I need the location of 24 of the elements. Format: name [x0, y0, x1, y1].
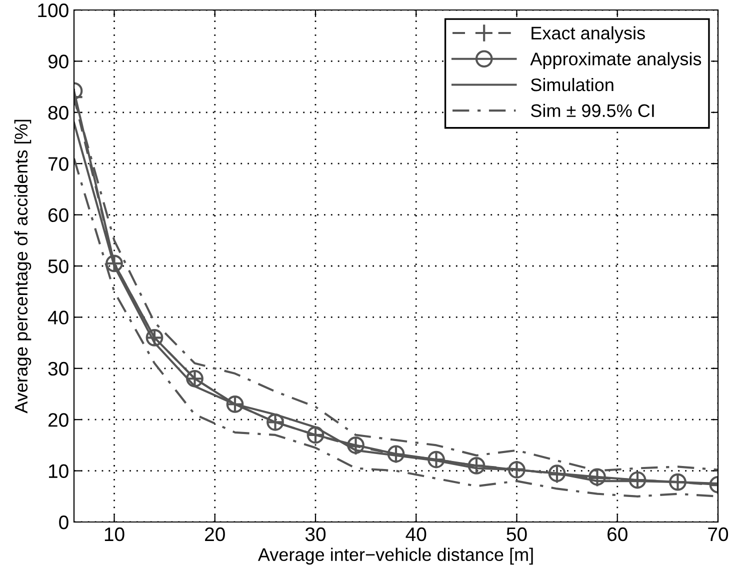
legend-label: Approximate analysis [530, 52, 702, 69]
x-tick-label: 50 [506, 527, 527, 542]
y-tick-label: 20 [48, 413, 68, 427]
y-tick-label: 60 [48, 208, 68, 222]
x-tick-label: 70 [708, 527, 728, 542]
y-tick-label: 70 [48, 157, 68, 171]
y-tick-label: 90 [48, 54, 68, 68]
y-tick-label: 10 [48, 464, 68, 478]
legend-label: Exact analysis [532, 26, 645, 44]
legend-label: Simulation [530, 78, 614, 92]
x-axis-title: Average inter−vehicle distance [m] [258, 548, 533, 565]
legend-label: Sim ± 99.5% CI [530, 104, 654, 118]
y-tick-label: 100 [38, 3, 68, 18]
y-tick-label: 30 [48, 362, 68, 376]
x-tick-label: 10 [104, 527, 124, 542]
y-tick-label: 0 [59, 515, 68, 530]
x-tick-label: 20 [205, 527, 225, 542]
x-tick-label: 40 [406, 527, 426, 542]
x-tick-label: 30 [305, 527, 326, 542]
x-tick-label: 60 [608, 527, 628, 542]
y-axis-title: Average percentage of accidents [%] [14, 120, 32, 414]
y-tick-label: 50 [48, 259, 68, 274]
y-tick-label: 80 [48, 106, 68, 120]
y-tick-label: 40 [48, 310, 68, 324]
